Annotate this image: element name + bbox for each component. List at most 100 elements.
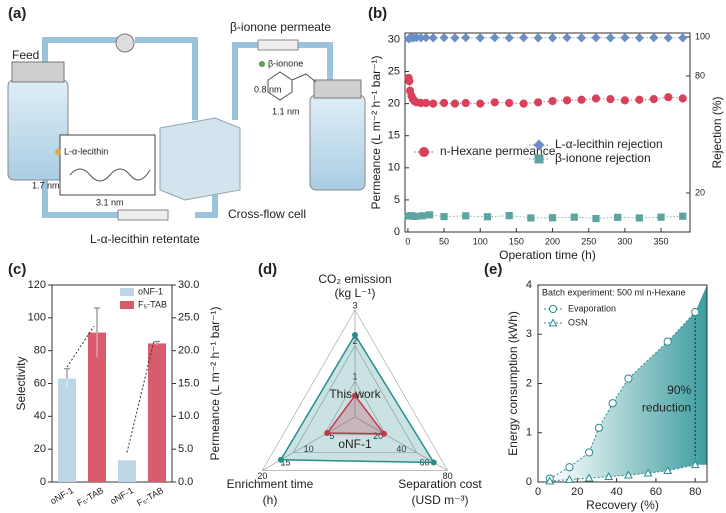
ionone-dot bbox=[259, 61, 265, 67]
radar-vertex bbox=[324, 430, 331, 437]
y2-tick-label: 30.0 bbox=[178, 279, 199, 291]
marker bbox=[428, 33, 438, 43]
marker bbox=[678, 33, 688, 43]
marker bbox=[620, 33, 630, 43]
marker bbox=[411, 212, 419, 220]
legend-swatch bbox=[120, 288, 134, 296]
schematic-parts bbox=[7, 33, 366, 221]
bar bbox=[88, 332, 106, 482]
marker bbox=[418, 212, 426, 220]
marker bbox=[679, 212, 687, 220]
marker bbox=[461, 33, 471, 43]
label: Cross-flow cell bbox=[228, 207, 306, 221]
y-tick-label: 0 bbox=[526, 476, 532, 488]
marker bbox=[570, 213, 578, 221]
marker bbox=[564, 474, 574, 483]
marker bbox=[504, 33, 514, 43]
axis-tick-label: 3 bbox=[352, 300, 357, 310]
axis-title: Energy consumption (kWh) bbox=[506, 311, 520, 456]
x-tick-label: 40 bbox=[610, 486, 622, 498]
axis-tick-label: 20 bbox=[257, 471, 267, 481]
annotation: Batch experiment: 500 ml n-Hexane bbox=[542, 287, 686, 297]
marker bbox=[663, 33, 673, 43]
radar-vertex bbox=[430, 459, 437, 466]
x-tick-label: F₅-TAB bbox=[75, 485, 105, 508]
annotation: 90% bbox=[667, 383, 691, 397]
marker bbox=[690, 460, 700, 469]
radar-vertex bbox=[352, 392, 358, 399]
marker bbox=[461, 98, 470, 108]
connector bbox=[117, 209, 169, 221]
molecule bbox=[69, 168, 151, 182]
legend-swatch bbox=[120, 301, 134, 309]
marker bbox=[620, 96, 629, 105]
legend-label: oNF-1 bbox=[138, 286, 163, 296]
y-tick-label: 30 bbox=[388, 33, 400, 45]
y-tick-label: 10 bbox=[388, 162, 400, 174]
y2-tick-label: 0.0 bbox=[178, 476, 193, 488]
panel-label: (a) bbox=[8, 5, 26, 22]
label: β-ionone permeate bbox=[230, 20, 331, 34]
y-tick-label: 5 bbox=[394, 194, 400, 206]
x-tick-label: oNF-1 bbox=[109, 485, 136, 506]
marker bbox=[405, 77, 414, 86]
y2-tick-label: 10.0 bbox=[178, 410, 199, 422]
axis-unit: (kg L⁻¹) bbox=[334, 286, 375, 300]
axis-tick-label: 80 bbox=[443, 471, 453, 481]
axis-title: Enrichment time bbox=[227, 477, 314, 491]
marker bbox=[657, 213, 665, 221]
axis-title: Separation cost bbox=[398, 477, 482, 491]
marker bbox=[606, 95, 615, 104]
y-tick-label: 120 bbox=[28, 279, 46, 291]
y2-tick-label: 5.0 bbox=[178, 443, 193, 455]
y2-tick-label: 20.0 bbox=[178, 345, 199, 357]
x-tick-label: 0 bbox=[535, 486, 541, 498]
x-tick-label: 60 bbox=[650, 486, 662, 498]
marker bbox=[462, 212, 470, 220]
x-tick-label: F₅-TAB bbox=[135, 485, 165, 508]
marker bbox=[605, 33, 616, 43]
legend-label: OSN bbox=[568, 317, 588, 327]
series-label: oNF-1 bbox=[338, 437, 372, 451]
label: Feed bbox=[12, 48, 39, 62]
x-tick-label: 350 bbox=[654, 236, 669, 246]
marker bbox=[519, 33, 529, 43]
marker bbox=[429, 99, 438, 108]
cross-flow-cell bbox=[159, 117, 241, 201]
x-axis-title: Recovery (%) bbox=[586, 498, 659, 512]
label: 1.7 nm bbox=[32, 180, 60, 190]
marker bbox=[533, 98, 543, 107]
marker bbox=[421, 98, 431, 108]
legend-label: Evaporation bbox=[568, 303, 616, 313]
marker bbox=[562, 33, 572, 43]
lecithin-inset bbox=[59, 134, 156, 196]
legend-label: L-α-lecithin rejection bbox=[555, 137, 663, 151]
marker bbox=[635, 95, 644, 104]
panel-label: (e) bbox=[484, 261, 502, 278]
marker bbox=[663, 337, 672, 346]
annotation: reduction bbox=[642, 400, 691, 414]
marker bbox=[635, 214, 643, 222]
grid-ring bbox=[292, 344, 418, 454]
axis-unit: (USD m⁻³) bbox=[412, 493, 469, 507]
panel-label: (d) bbox=[258, 261, 277, 278]
y2-tick-label: 80 bbox=[695, 70, 705, 80]
axis-tick-label: 5 bbox=[329, 431, 334, 441]
label: 1.1 nm bbox=[272, 106, 300, 116]
y-tick-label: 80 bbox=[34, 345, 46, 357]
axis-tick-label: 2 bbox=[352, 336, 357, 346]
radar-area bbox=[325, 394, 386, 435]
axis-tick-label: 20 bbox=[373, 431, 383, 441]
series-line bbox=[549, 311, 696, 479]
marker bbox=[576, 33, 587, 43]
y-tick-label: 100 bbox=[28, 312, 46, 324]
x-tick-label: 20 bbox=[571, 486, 583, 498]
radar-vertex bbox=[352, 331, 358, 338]
grid-ring bbox=[323, 380, 387, 436]
series-line bbox=[408, 77, 683, 105]
axis-title: Permeance (L m⁻² h⁻¹ bar⁻¹) bbox=[369, 56, 383, 210]
marker bbox=[440, 212, 448, 221]
x-tick-label: 50 bbox=[439, 236, 449, 246]
marker bbox=[691, 307, 700, 317]
shaded-region bbox=[549, 285, 707, 482]
